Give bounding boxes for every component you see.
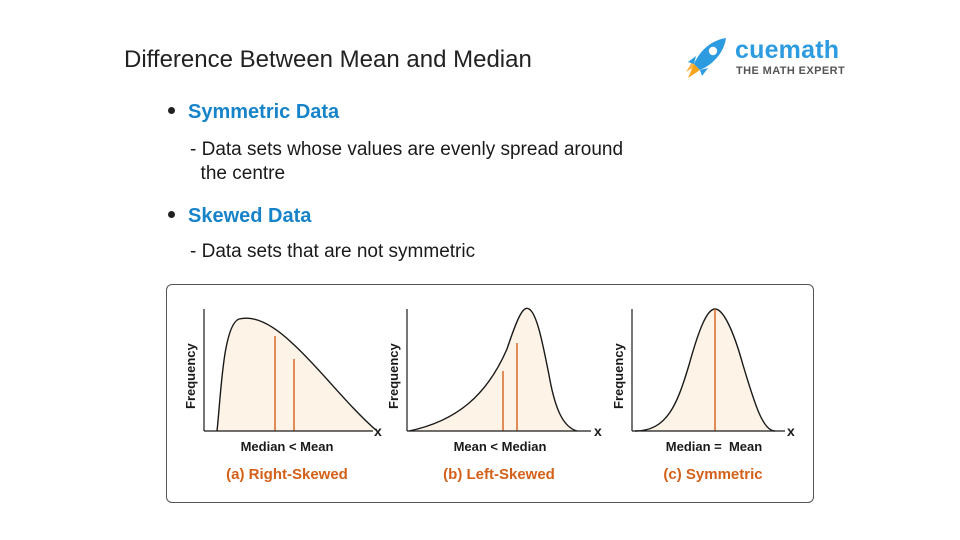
distribution-panel: Frequency x Median < Mean Frequency x Me… (166, 284, 814, 503)
relation-label: Median = Mean (666, 439, 762, 454)
bullet-dot (168, 107, 175, 115)
caption-left-skewed: (b) Left-Skewed (443, 466, 555, 483)
bullet-heading: Symmetric Data (188, 101, 340, 123)
y-axis-label: Frequency (183, 342, 198, 409)
curve-line (408, 307, 578, 432)
bullet-dot (168, 211, 175, 219)
brand-logo: cuemath THE MATH EXPERT (680, 34, 850, 84)
bullet-heading: Skewed Data (188, 205, 312, 227)
description-line: the centre (190, 163, 286, 184)
relation-label: Mean < Median (454, 439, 547, 454)
curve-area (635, 309, 775, 431)
bullet-symmetric: Symmetric Data (168, 101, 339, 124)
curve-area (217, 318, 377, 431)
brand-name: cuemath (735, 36, 840, 64)
plot-right-skewed: Frequency x Median < Mean Frequency x Me… (183, 307, 795, 454)
bullet-skewed: Skewed Data (168, 205, 311, 228)
curve-line (216, 317, 378, 432)
description-line: - Data sets whose values are evenly spre… (190, 139, 624, 160)
bullet-description: - Data sets that are not symmetric (190, 240, 475, 264)
rocket-icon (686, 38, 726, 78)
y-axis-label: Frequency (611, 342, 626, 409)
curve-area (409, 308, 577, 431)
relation-label: Median < Mean (241, 439, 334, 454)
brand-tagline: THE MATH EXPERT (736, 65, 846, 77)
x-axis-label: x (594, 423, 602, 439)
page-title: Difference Between Mean and Median (124, 46, 532, 73)
caption-symmetric: (c) Symmetric (663, 466, 763, 483)
bullet-description: - Data sets whose values are evenly spre… (190, 138, 623, 186)
x-axis-label: x (374, 423, 382, 439)
caption-right-skewed: (a) Right-Skewed (226, 466, 348, 483)
y-axis-label: Frequency (386, 342, 401, 409)
description-line: - Data sets that are not symmetric (190, 241, 476, 262)
x-axis-label: x (787, 423, 795, 439)
